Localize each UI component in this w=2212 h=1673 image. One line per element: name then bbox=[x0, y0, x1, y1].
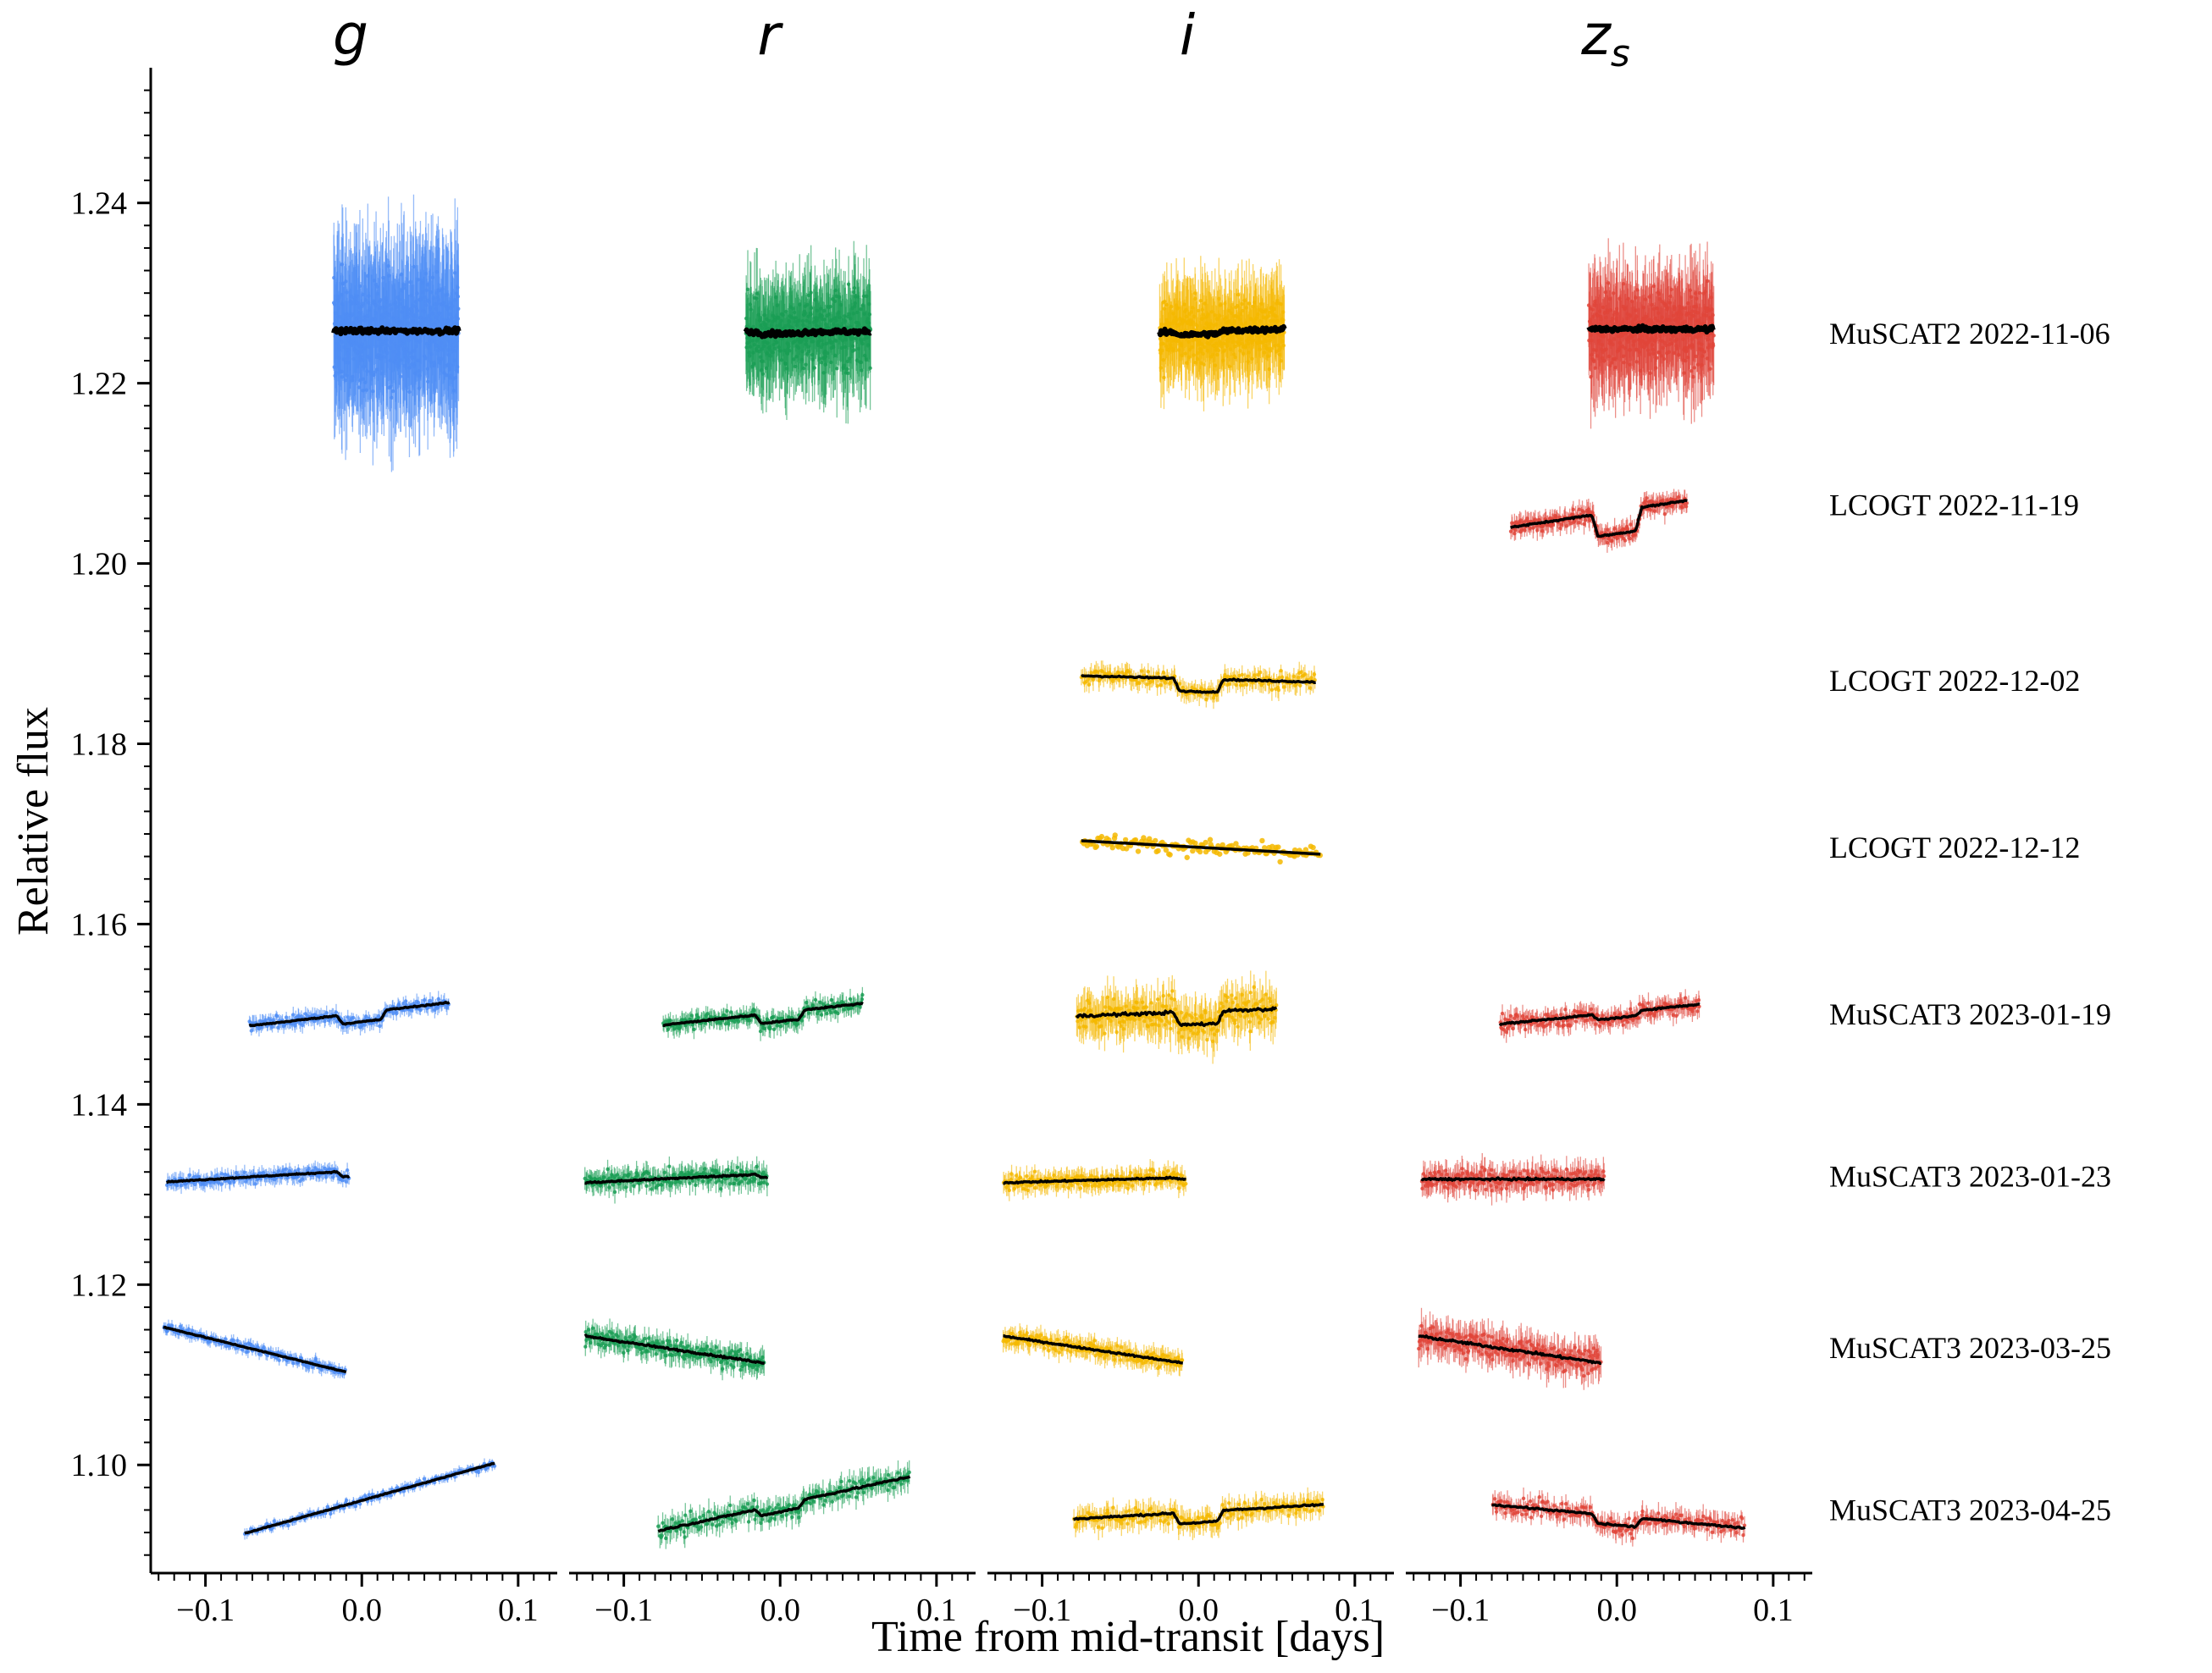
light-curve-i bbox=[1079, 832, 1324, 865]
x-tick-label: 0.0 bbox=[341, 1593, 382, 1628]
light-curve-i bbox=[1075, 970, 1279, 1064]
x-axis-z: −0.1 0.0 0.1 bbox=[1406, 1571, 1812, 1628]
observation-label: LCOGT 2022-11-19 bbox=[1829, 488, 2079, 522]
y-tick-label: 1.24 bbox=[71, 186, 128, 222]
y-tick-label: 1.12 bbox=[71, 1267, 128, 1303]
light-curve-i bbox=[1071, 1487, 1325, 1541]
light-curve-z bbox=[1586, 238, 1716, 429]
x-tick-label: 0.1 bbox=[916, 1593, 957, 1628]
light-curve-z bbox=[1417, 1307, 1603, 1390]
observation-label: MuSCAT3 2023-04-25 bbox=[1829, 1493, 2111, 1527]
light-curve-r bbox=[583, 1156, 770, 1204]
light-curve-z bbox=[1498, 989, 1701, 1043]
observation-label: MuSCAT3 2023-01-23 bbox=[1829, 1160, 2111, 1194]
observation-label: LCOGT 2022-12-12 bbox=[1829, 831, 2080, 864]
y-axis: 1.10 1.12 1.14 1.16 1.18 1.20 1.22 1.24 bbox=[71, 68, 152, 1573]
x-tick-label: −0.1 bbox=[594, 1593, 653, 1628]
observation-label: MuSCAT3 2023-03-25 bbox=[1829, 1331, 2111, 1365]
light-curve-r bbox=[583, 1318, 766, 1381]
row-labels: MuSCAT2 2022-11-06 LCOGT 2022-11-19 LCOGT … bbox=[1829, 317, 2111, 1527]
light-curve-g bbox=[331, 194, 462, 472]
light-curve-r bbox=[743, 240, 873, 424]
y-tick-label: 1.22 bbox=[71, 367, 128, 402]
light-curve-i bbox=[1001, 1322, 1185, 1378]
light-curve-i bbox=[1001, 1158, 1188, 1201]
panel-titles: g r i zs bbox=[333, 3, 1630, 75]
observation-label: MuSCAT2 2022-11-06 bbox=[1829, 317, 2110, 351]
x-axes: −0.1 0.0 0.1 −0.1 0.0 0.1 −0.1 0.0 0.1 −0.1 0.0 0.1 bbox=[151, 1571, 1812, 1628]
observation-label: MuSCAT3 2023-01-19 bbox=[1829, 997, 2111, 1031]
x-tick-label: 0.1 bbox=[498, 1593, 539, 1628]
light-curve-g bbox=[247, 991, 451, 1037]
light-curve-z bbox=[1508, 489, 1689, 553]
y-tick-label: 1.18 bbox=[71, 727, 128, 763]
y-tick-label: 1.14 bbox=[71, 1087, 128, 1123]
light-curve-z bbox=[1419, 1152, 1606, 1206]
x-tick-label: 0.0 bbox=[1596, 1593, 1637, 1628]
y-axis-title: Relative flux bbox=[9, 707, 58, 936]
panel-title-i: i bbox=[1180, 3, 1196, 68]
x-axis-title: Time from mid-transit [days] bbox=[871, 1613, 1385, 1661]
light-curve-g bbox=[164, 1160, 351, 1195]
x-axis-r: −0.1 0.0 0.1 bbox=[569, 1571, 976, 1628]
y-tick-label: 1.20 bbox=[71, 547, 128, 583]
x-axis-i: −0.1 0.0 0.1 bbox=[987, 1571, 1394, 1628]
panel-title-r: r bbox=[757, 3, 783, 68]
x-tick-label: −0.1 bbox=[176, 1593, 235, 1628]
x-tick-label: 0.0 bbox=[1178, 1593, 1219, 1628]
observation-label: LCOGT 2022-12-02 bbox=[1829, 664, 2080, 698]
panel-title-z: zs bbox=[1580, 3, 1630, 75]
light-curve-z bbox=[1490, 1487, 1747, 1547]
light-curve-i bbox=[1079, 660, 1317, 710]
x-tick-label: −0.1 bbox=[1431, 1593, 1490, 1628]
y-tick-label: 1.10 bbox=[71, 1448, 128, 1483]
panel-title-g: g bbox=[333, 3, 368, 68]
x-tick-label: 0.0 bbox=[760, 1593, 800, 1628]
y-tick-label: 1.16 bbox=[71, 907, 128, 942]
x-axis-g: −0.1 0.0 0.1 bbox=[151, 1571, 557, 1628]
x-tick-label: 0.1 bbox=[1335, 1593, 1375, 1628]
light-curve-g bbox=[242, 1458, 497, 1540]
light-curve-r bbox=[661, 986, 865, 1041]
light-curve-r bbox=[656, 1460, 911, 1549]
light-curve-i bbox=[1157, 256, 1287, 411]
x-tick-label: −0.1 bbox=[1013, 1593, 1071, 1628]
light-curve-g bbox=[162, 1319, 347, 1379]
x-tick-label: 0.1 bbox=[1753, 1593, 1794, 1628]
data-marks bbox=[162, 194, 1747, 1549]
